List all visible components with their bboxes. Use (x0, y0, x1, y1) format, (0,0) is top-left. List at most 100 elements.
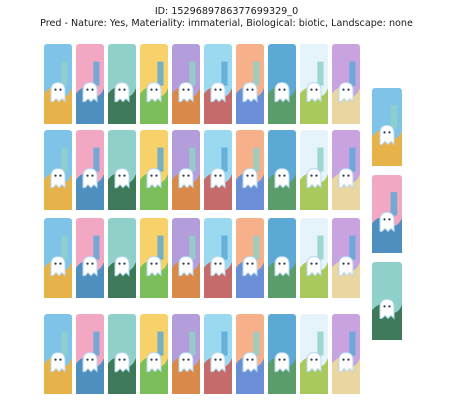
ghost-eye (214, 262, 217, 265)
ghost-figure (306, 168, 322, 189)
ghost-eye (246, 174, 249, 177)
ghost-eye (214, 88, 217, 91)
collage-card (204, 218, 232, 298)
ghost-eye (182, 262, 185, 265)
card-scenery (125, 61, 132, 86)
prediction-label: Pred - Nature: Yes, Materiality: immater… (40, 17, 413, 29)
card-scenery (285, 331, 292, 356)
ghost-eye (86, 262, 89, 265)
ghost-eye (283, 88, 286, 91)
ghost-eye (278, 88, 281, 91)
card-scenery (349, 147, 356, 172)
card-scenery (125, 331, 132, 356)
ghost-eye (123, 88, 126, 91)
card-scenery (61, 147, 68, 172)
ghost-figure (242, 82, 258, 103)
ghost-eye (187, 262, 190, 265)
card-scenery (390, 279, 398, 303)
ghost-eye (219, 88, 222, 91)
ghost-eye (246, 262, 249, 265)
ghost-eye (278, 358, 281, 361)
card-scenery (61, 235, 68, 260)
card-scenery (61, 61, 68, 86)
collage-card (44, 44, 72, 124)
ghost-figure (274, 168, 290, 189)
card-scenery (125, 147, 132, 172)
collage-card (332, 130, 360, 210)
collage-card (76, 44, 104, 124)
ghost-eye (118, 174, 121, 177)
ghost-figure (338, 82, 354, 103)
card-scenery (93, 147, 100, 172)
ghost-eye (347, 358, 350, 361)
ghost-eye (388, 131, 391, 134)
collage-card (372, 262, 402, 340)
collage-card (372, 88, 402, 166)
ghost-figure (338, 168, 354, 189)
ghost-eye (54, 174, 57, 177)
ghost-eye (251, 174, 254, 177)
ghost-eye (155, 88, 158, 91)
collage-card (236, 218, 264, 298)
collage-card (332, 314, 360, 394)
card-scenery (285, 61, 292, 86)
ghost-eye (150, 88, 153, 91)
ghost-eye (251, 358, 254, 361)
ghost-eye (187, 174, 190, 177)
ghost-eye (118, 262, 121, 265)
collage-card (44, 314, 72, 394)
ghost-eye (251, 262, 254, 265)
collage-card (44, 130, 72, 210)
card-scenery (157, 147, 164, 172)
ghost-eye (278, 262, 281, 265)
ghost-figure (146, 168, 162, 189)
ghost-eye (310, 174, 313, 177)
ghost-eye (315, 358, 318, 361)
ghost-eye (86, 358, 89, 361)
collage-card (76, 130, 104, 210)
collage-card (268, 314, 296, 394)
ghost-figure (379, 211, 395, 233)
collage-card (204, 130, 232, 210)
ghost-figure (306, 82, 322, 103)
ghost-eye (155, 262, 158, 265)
card-scenery (390, 105, 398, 129)
card-scenery (93, 331, 100, 356)
ghost-figure (50, 82, 66, 103)
ghost-figure (82, 82, 98, 103)
ghost-eye (342, 358, 345, 361)
ghost-eye (347, 262, 350, 265)
ghost-figure (82, 168, 98, 189)
card-scenery (390, 192, 398, 216)
ghost-eye (182, 174, 185, 177)
collage-card (268, 218, 296, 298)
ghost-eye (54, 262, 57, 265)
ghost-figure (338, 256, 354, 277)
collage-card (300, 218, 328, 298)
ghost-eye (59, 174, 62, 177)
ghost-figure (306, 352, 322, 373)
card-scenery (189, 147, 196, 172)
card-scenery (189, 61, 196, 86)
collage-card (108, 218, 136, 298)
collage-card (300, 130, 328, 210)
collage-card (204, 314, 232, 394)
ghost-eye (123, 262, 126, 265)
collage-card (140, 314, 168, 394)
card-scenery (157, 331, 164, 356)
ghost-figure (50, 256, 66, 277)
ghost-figure (210, 256, 226, 277)
ghost-eye (59, 262, 62, 265)
ghost-eye (91, 262, 94, 265)
ghost-figure (210, 352, 226, 373)
ghost-eye (342, 174, 345, 177)
ghost-figure (338, 352, 354, 373)
card-scenery (61, 331, 68, 356)
ghost-figure (242, 352, 258, 373)
collage-card (300, 44, 328, 124)
card-scenery (349, 235, 356, 260)
ghost-figure (146, 256, 162, 277)
card-scenery (349, 331, 356, 356)
ghost-eye (383, 131, 386, 134)
ghost-eye (310, 358, 313, 361)
